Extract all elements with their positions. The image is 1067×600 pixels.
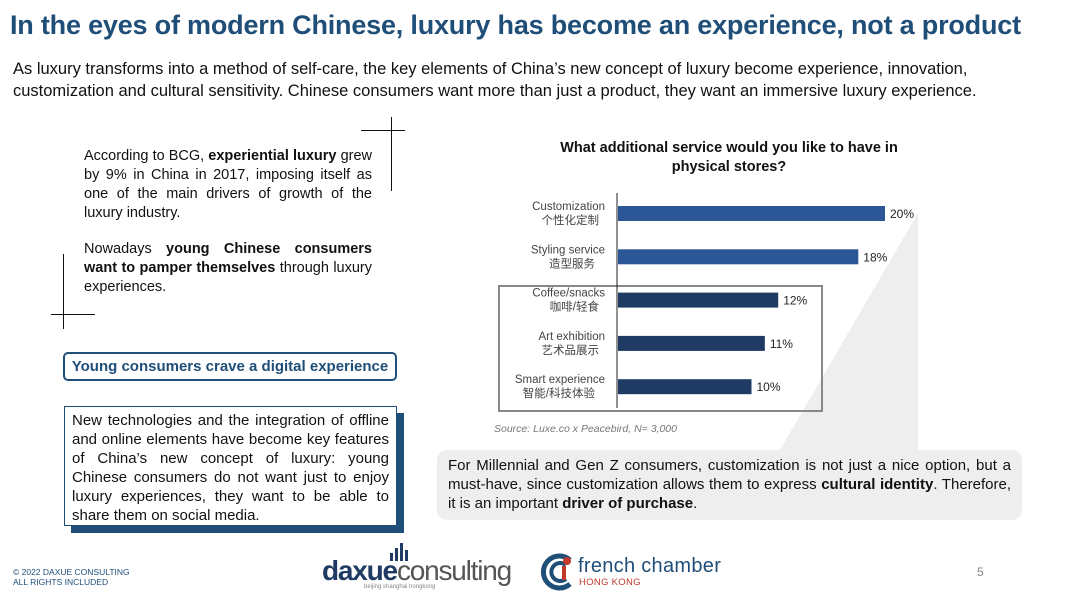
category-label-en: Customization [532,201,605,213]
category-label-zh: 智能/科技体验 [523,386,596,400]
bar-value-label: 18% [863,250,887,264]
copyright-line-1: © 2022 DAXUE CONSULTING [13,567,130,577]
bar-value-label: 12% [783,294,807,308]
callout-text-c: . [693,495,698,512]
bcg-paragraph: According to BCG, experiential luxury gr… [84,147,372,223]
page-subtitle: As luxury transforms into a method of se… [13,60,977,100]
bcg-text-a: According to BCG, [84,148,209,164]
pamper-text-a: Nowadays [84,241,167,257]
page-number: 5 [977,565,984,579]
decor-line-top-horizontal [361,130,405,131]
callout-bold-2: driver of purchase [562,495,694,512]
highlight-frame [498,285,823,412]
digital-experience-box: New technologies and the integration of … [64,406,397,526]
daxue-wordmark: daxueconsulting [322,555,512,587]
daxue-tagline: beijing shanghai hongkong [364,584,436,590]
chart-title: What additional service would you like t… [560,140,898,175]
category-label-zh: 个性化定制 [542,213,600,227]
copyright-line-2: ALL RIGHTS INCLUDED [13,577,109,587]
decor-line-bottom-horizontal [51,314,95,315]
bar-chart-logo-icon [390,543,408,561]
category-label-en: Art exhibition [539,331,605,343]
bar-value-label: 11% [770,337,793,351]
decor-line-bottom-vertical [63,254,64,329]
daxue-consulting-logo: daxueconsulting beijing shanghai hongkon… [322,541,530,591]
bar-smart-experience [618,379,752,395]
bar-art-exhibition [618,335,765,351]
digital-experience-heading: Young consumers crave a digital experien… [63,352,397,381]
french-chamber-emblem-icon [540,553,572,591]
customization-callout: For Millennial and Gen Z consumers, cust… [437,450,1022,520]
callout-text-b: . Therefore, it is an important [448,476,1012,512]
bar-styling-service [618,249,859,265]
french-chamber-logo: french chamber HONG KONG [540,550,750,592]
bcg-text-b: grew by 9% in China in 2017, imposing it… [84,148,372,221]
category-label-zh: 咖啡/轻食 [550,300,600,314]
daxue-wordmark-b: consulting [396,555,512,586]
pamper-paragraph: Nowadays young Chinese consumers want to… [84,240,372,297]
bar-coffee-snacks [618,292,779,308]
category-label-en: Styling service [531,244,605,256]
category-label-zh: 艺术品展示 [542,344,600,357]
copyright: © 2022 DAXUE CONSULTING ALL RIGHTS INCLU… [13,567,130,587]
decor-line-top-vertical [391,117,392,191]
bar-customization [618,206,885,221]
pamper-text-bold: young Chinese consumers want to pamper t… [84,241,372,276]
category-label-en: Coffee/snacks [532,288,605,300]
page-title: In the eyes of modern Chinese, luxury ha… [10,10,1021,40]
callout-text-a: For Millennial and Gen Z consumers, cust… [448,457,1011,493]
bcg-text-bold: experiential luxury [208,148,337,164]
bar-value-label: 10% [757,380,781,394]
callout-pointer [780,213,918,450]
category-label-zh: 造型服务 [549,256,595,270]
callout-bold-1: cultural identity [821,476,934,493]
daxue-wordmark-a: daxue [322,555,398,586]
category-label-en: Smart experience [515,374,605,386]
french-chamber-city: HONG KONG [579,577,641,588]
bar-value-label: 20% [890,207,914,221]
pamper-text-b: through luxury experiences. [84,260,373,295]
french-chamber-wordmark: french chamber [578,555,722,577]
chart-source: Source: Luxe.co x Peacebird, N= 3,000 [494,423,677,435]
